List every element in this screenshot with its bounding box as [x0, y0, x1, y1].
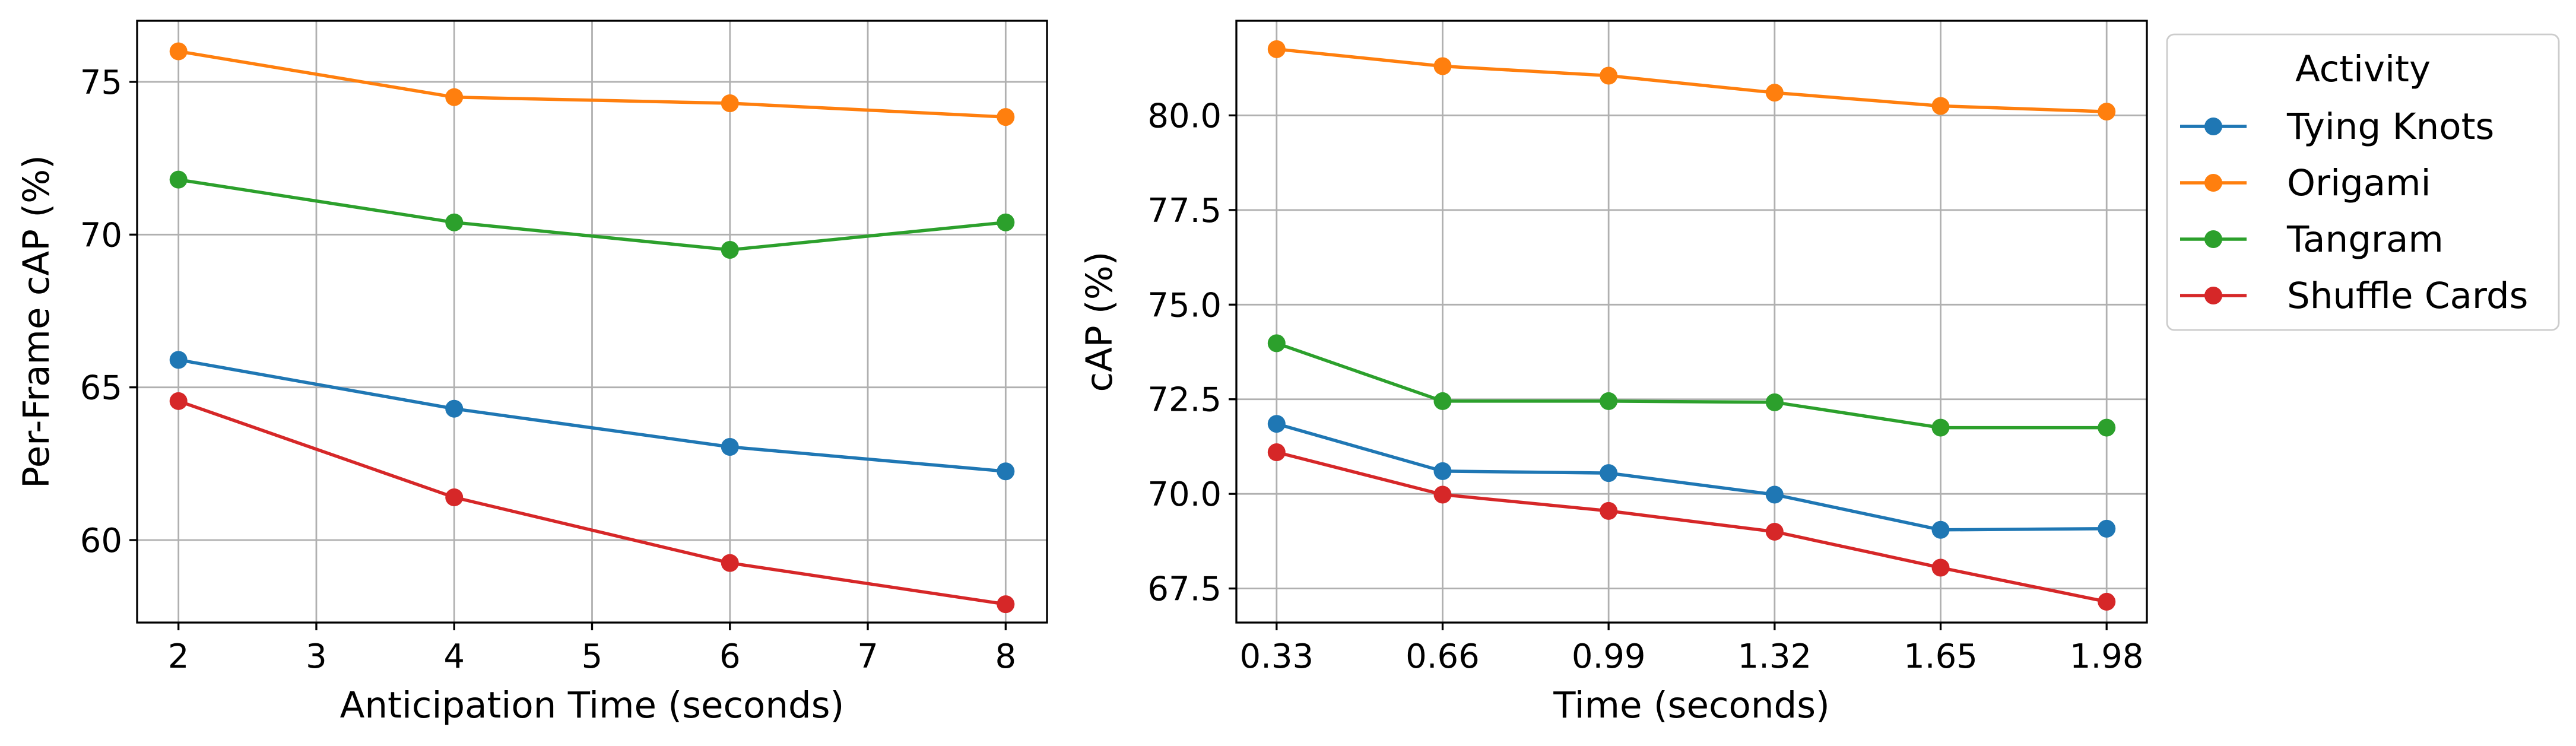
data-point-tangram	[1931, 418, 1950, 437]
chart-anticipation-time: 2 3 4 5 6 7 8 60 65 70 75 Anticipation Time (second…	[15, 20, 1048, 726]
series-line-origami	[1274, 47, 2109, 113]
x-tick-label: 0.99	[1572, 637, 1646, 676]
y-tick-label: 65	[80, 369, 122, 408]
data-point-origami	[1765, 84, 1784, 102]
x-tick-label: 1.65	[1904, 637, 1978, 676]
data-point-origami	[721, 94, 739, 112]
data-point-tying-knots	[1600, 464, 1618, 482]
y-tick-label: 70	[80, 216, 122, 255]
data-point-tangram	[1267, 334, 1286, 353]
y-tick-label: 67.5	[1147, 570, 1222, 609]
series-line-tangram	[176, 177, 1008, 252]
data-point-shuffle-cards	[445, 488, 464, 506]
x-tick-label: 1.98	[2070, 637, 2144, 676]
data-point-shuffle-cards	[1433, 485, 1452, 504]
x-tick-label: 7	[857, 637, 878, 676]
plot-frame	[1235, 20, 2148, 624]
data-point-shuffle-cards	[2098, 592, 2116, 611]
legend: Activity Tying Knots Origami Tangram Shuffle…	[2166, 33, 2560, 331]
legend-label-origami: Origami	[2287, 162, 2431, 204]
x-tick-label: 8	[995, 637, 1016, 676]
data-point-shuffle-cards	[721, 554, 739, 572]
data-point-origami	[1600, 66, 1618, 85]
legend-marker-tying-knots	[2204, 118, 2222, 135]
data-point-origami	[169, 42, 188, 61]
data-point-origami	[445, 88, 464, 106]
legend-marker-origami	[2204, 174, 2222, 192]
y-axis-label: cAP (%)	[1078, 251, 1121, 392]
legend-marker-tangram	[2204, 230, 2222, 248]
series-line-shuffle-cards	[176, 399, 1008, 607]
data-point-origami	[2098, 103, 2116, 121]
legend-label-tangram: Tangram	[2286, 218, 2444, 261]
legend-label-shuffle-cards: Shuffle Cards	[2287, 275, 2528, 317]
data-point-tying-knots	[1765, 485, 1784, 504]
y-tick-label: 72.5	[1147, 381, 1222, 420]
data-point-tangram	[2098, 418, 2116, 437]
data-point-tying-knots	[1931, 520, 1950, 539]
data-point-tying-knots	[2098, 519, 2116, 538]
data-point-tangram	[169, 170, 188, 189]
data-point-shuffle-cards	[169, 392, 188, 410]
x-tick-label: 3	[306, 637, 327, 676]
data-point-shuffle-cards	[997, 595, 1015, 614]
data-point-tying-knots	[169, 351, 188, 369]
legend-label-tying-knots: Tying Knots	[2286, 106, 2494, 148]
data-point-tangram	[721, 241, 739, 259]
y-tick-label: 75	[80, 64, 122, 102]
data-point-tying-knots	[1267, 415, 1286, 433]
data-point-tangram	[997, 213, 1015, 231]
data-point-origami	[997, 108, 1015, 126]
data-point-shuffle-cards	[1600, 501, 1618, 520]
legend-box	[2166, 33, 2560, 331]
series-line-origami	[176, 49, 1008, 119]
data-point-tangram	[1433, 392, 1452, 410]
y-tick-label: 60	[80, 522, 122, 560]
data-point-origami	[1267, 40, 1286, 58]
series-line-tangram	[1274, 341, 2108, 430]
x-tick-label: 1.32	[1737, 637, 1812, 676]
x-axis-label: Anticipation Time (seconds)	[340, 684, 845, 726]
data-point-origami	[1433, 57, 1452, 75]
y-axis-label: Per-Frame cAP (%)	[15, 155, 58, 488]
x-tick-label: 0.66	[1406, 637, 1480, 676]
legend-title: Activity	[2295, 48, 2431, 90]
data-point-tying-knots	[997, 462, 1015, 481]
data-point-origami	[1931, 97, 1950, 115]
series-line-tying-knots	[1274, 421, 2108, 532]
y-tick-label: 80.0	[1147, 97, 1222, 135]
x-tick-label: 0.33	[1239, 637, 1314, 676]
data-point-tying-knots	[1433, 462, 1452, 480]
x-tick-label: 4	[443, 637, 465, 676]
data-point-shuffle-cards	[1931, 558, 1950, 577]
data-point-tangram	[1600, 392, 1618, 410]
legend-marker-shuffle-cards	[2204, 287, 2222, 304]
y-tick-label: 70.0	[1147, 475, 1222, 514]
data-point-tangram	[445, 213, 464, 231]
data-point-tying-knots	[445, 399, 464, 418]
data-point-tangram	[1765, 393, 1784, 411]
chart-time-seconds: 0.33 0.66 0.99 1.32 1.65 1.98 67.5 70.0 72.5 75.0…	[1078, 20, 2148, 726]
x-tick-label: 6	[719, 637, 741, 676]
data-point-shuffle-cards	[1765, 522, 1784, 541]
data-point-shuffle-cards	[1267, 443, 1286, 462]
y-tick-label: 75.0	[1147, 286, 1222, 325]
series-line-tying-knots	[176, 358, 1008, 474]
series-line-shuffle-cards	[1274, 450, 2109, 604]
x-tick-label: 5	[582, 637, 603, 676]
y-tick-label: 77.5	[1147, 192, 1222, 230]
data-point-tying-knots	[721, 438, 739, 456]
x-tick-label: 2	[168, 637, 189, 676]
x-axis-label: Time (seconds)	[1553, 684, 1830, 726]
